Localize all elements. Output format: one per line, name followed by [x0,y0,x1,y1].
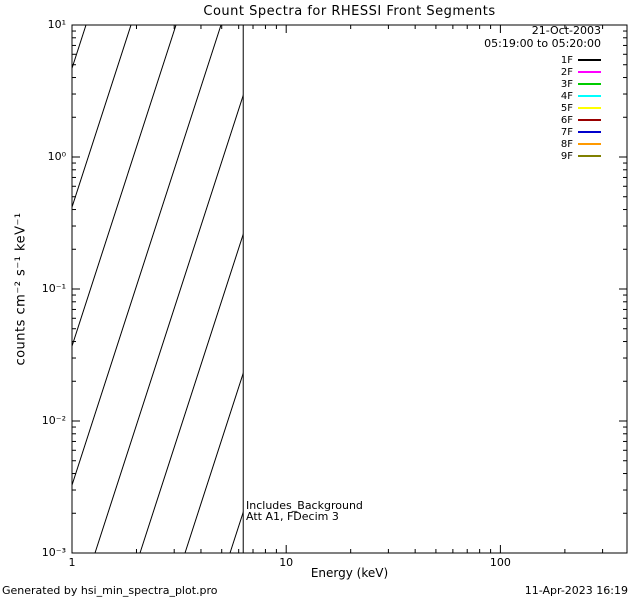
legend-entry-label: 5F [560,102,573,114]
legend-color-swatch [578,71,601,73]
legend-color-swatch [578,155,601,157]
legend-entry-label: 3F [560,78,573,90]
legend-entry-8F: 8F [484,138,601,150]
legend-color-swatch [578,83,601,85]
legend-entry-label: 2F [560,66,573,78]
legend-entry-7F: 7F [484,126,601,138]
x-tick-label: 10 [279,556,294,569]
legend-entry-9F: 9F [484,150,601,162]
generator-credit: Generated by hsi_min_spectra_plot.pro [2,584,218,597]
legend: 21-Oct-2003 05:19:00 to 05:20:00 1F 2F 3F 4… [484,24,601,162]
y-tick-label: 10¹ [47,18,66,31]
legend-color-swatch [578,95,601,97]
legend-color-swatch [578,59,601,61]
legend-entry-label: 9F [560,150,573,162]
legend-date: 21-Oct-2003 [531,24,601,37]
legend-entry-label: 7F [560,126,573,138]
legend-color-swatch [578,131,601,133]
x-tick-label: 1 [68,556,76,569]
plot-timestamp: 11-Apr-2023 16:19 [524,584,628,597]
legend-color-swatch [578,107,601,109]
legend-color-swatch [578,119,601,121]
legend-entries: 1F 2F 3F 4F 5F 6F 7F 8F 9F [484,54,601,162]
legend-entry-label: 8F [560,138,573,150]
x-tick-label: 100 [489,556,511,569]
y-tick-label: 10⁻³ [41,546,66,559]
chart-title: Count Spectra for RHESSI Front Segments [203,4,496,19]
x-axis-label: Energy (keV) [310,566,389,580]
y-tick-label: 10⁻¹ [41,282,66,295]
legend-color-swatch [578,143,601,145]
y-tick-label: 10⁻² [41,414,66,427]
legend-entry-2F: 2F [484,66,601,78]
legend-entry-3F: 3F [484,78,601,90]
legend-entry-1F: 1F [484,54,601,66]
annotation-attenuator-state: Att A1, FDecim 3 [246,510,339,523]
annotation-includes-background: Includes_Background [246,499,363,512]
legend-entry-label: 6F [560,114,573,126]
legend-entry-6F: 6F [484,114,601,126]
y-tick-label: 10⁰ [47,150,66,163]
legend-entry-label: 4F [560,90,573,102]
legend-entry-5F: 5F [484,102,601,114]
legend-time-range: 05:19:00 to 05:20:00 [484,37,601,50]
legend-entry-4F: 4F [484,90,601,102]
legend-entry-label: 1F [560,54,573,66]
